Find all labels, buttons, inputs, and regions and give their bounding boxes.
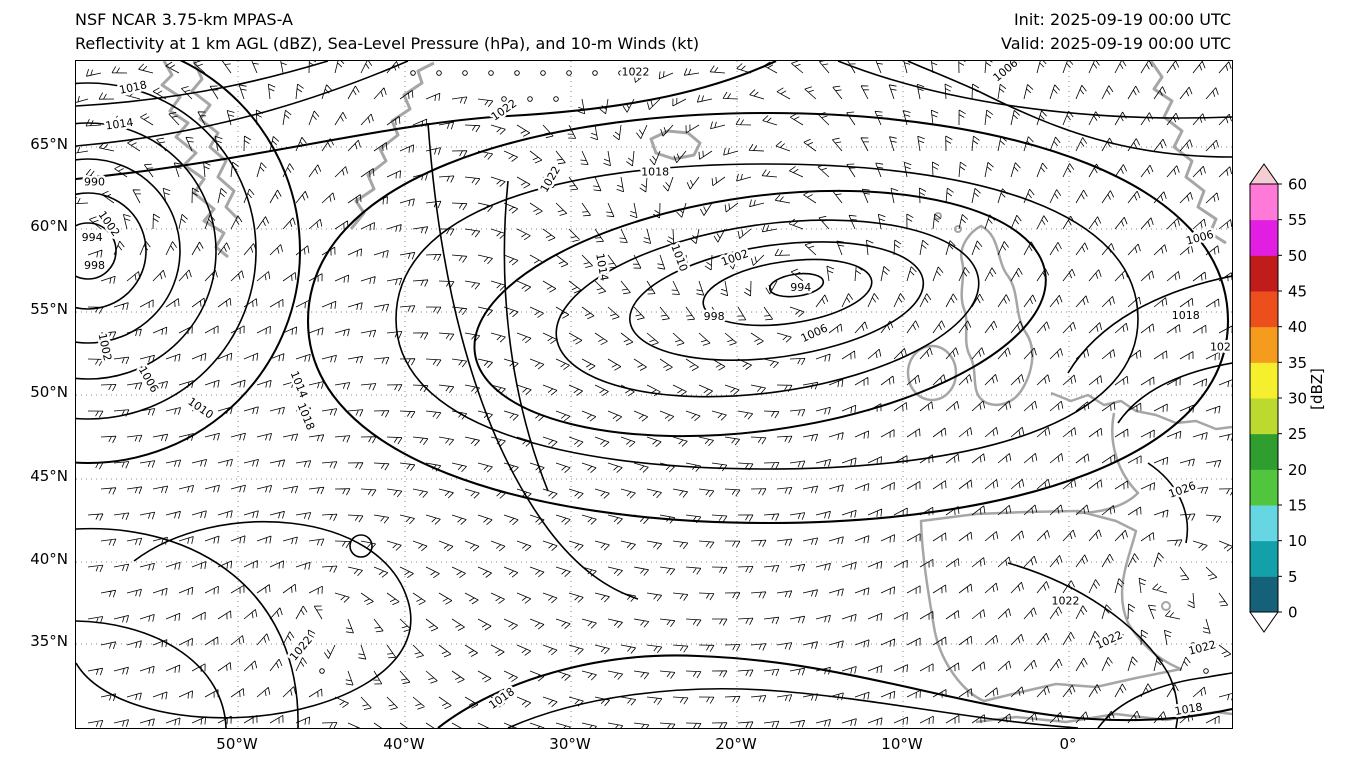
norway-coast (1149, 61, 1227, 245)
isobar-label: 998 (704, 310, 725, 323)
isobar-label: 1010 (185, 395, 215, 422)
x-axis-tick-label: 50°W (216, 735, 258, 753)
isobar-label: 1022 (622, 66, 650, 79)
iberia-coast (919, 509, 1183, 703)
y-axis-tick-label: 45°N (30, 467, 68, 485)
ireland-coast (906, 344, 958, 402)
colorbar-tick-label: 10 (1288, 532, 1307, 550)
y-axis-tick-label: 55°N (30, 300, 68, 318)
colorbar-segment (1250, 184, 1278, 221)
colorbar-scale: 0 5 10 15 20 25 30 35 40 45 50 55 60 (1249, 163, 1307, 633)
colorbar: 0 5 10 15 20 25 30 35 40 45 50 55 60 (1244, 160, 1349, 640)
y-axis-tick-label: 35°N (30, 632, 68, 650)
colorbar-segment (1250, 398, 1278, 435)
isobar-label: 1026 (1167, 479, 1198, 501)
colorbar-tick-label: 25 (1288, 425, 1307, 443)
colorbar-over-arrow (1249, 163, 1279, 185)
island-speck (934, 212, 942, 220)
isobar-contours (76, 61, 1232, 728)
isobar-label: 1002 (720, 247, 751, 269)
page-subtitle: Reflectivity at 1 km AGL (dBZ), Sea-Leve… (75, 34, 700, 53)
colorbar-tick-label: 35 (1288, 354, 1307, 372)
isobar-label: 1022 (1094, 628, 1125, 652)
isobar-label: 1018 (295, 401, 318, 432)
isobar-label: 1018 (641, 166, 669, 179)
isobar-label: 1018 (487, 685, 517, 712)
colorbar-segment (1250, 576, 1278, 613)
great-britain-coast (960, 224, 1034, 407)
isobar-label: 1006 (1185, 228, 1215, 248)
colorbar-under-arrow (1249, 611, 1279, 633)
colorbar-tick-label: 45 (1288, 283, 1307, 301)
colorbar-segment (1250, 362, 1278, 399)
greenland-east-coast (349, 61, 435, 230)
x-axis-tick-label: 0° (1059, 735, 1077, 753)
isobar-label: 1022 (538, 164, 563, 195)
colorbar-segment (1250, 540, 1278, 577)
colorbar-segment (1250, 255, 1278, 292)
island-speck (1161, 601, 1171, 611)
colorbar-segment (1250, 469, 1278, 506)
isobar-label: 1022 (489, 97, 519, 124)
colorbar-tick-label: 20 (1288, 461, 1307, 479)
wind-barbs (76, 61, 1232, 728)
isobar-label: 1002 (96, 332, 115, 362)
x-axis-tick-label: 30°W (549, 735, 591, 753)
isobar-label: 1018 (118, 78, 148, 97)
map-canvas: 1018101499010029949981002100610101014101… (76, 61, 1232, 728)
isobar-label: 102 (1210, 340, 1231, 353)
isobar-label: 1006 (136, 364, 161, 395)
calm-wind-circles (319, 70, 1209, 674)
biscay-coast (1075, 412, 1140, 515)
page-title: NSF NCAR 3.75-km MPAS-A (75, 10, 293, 29)
isobar-label: 1014 (288, 369, 311, 400)
isobar-label: 1014 (593, 252, 611, 282)
wind-barb-strokes (76, 61, 1232, 728)
colorbar-tick-label: 0 (1288, 604, 1298, 622)
colorbar-unit-label: [dBZ] (1307, 368, 1326, 410)
lat-lon-gridlines (76, 61, 1232, 728)
x-axis-tick-label: 40°W (383, 735, 425, 753)
colorbar-tick-label: 30 (1288, 390, 1307, 408)
x-axis-tick-label: 20°W (715, 735, 757, 753)
x-axis-tick-label: 10°W (881, 735, 923, 753)
colorbar-segment (1250, 326, 1278, 363)
colorbar-tick-label: 40 (1288, 318, 1307, 336)
isobar-label: 994 (82, 231, 103, 244)
isobar-label: 1022 (1052, 595, 1080, 608)
y-axis-tick-label: 60°N (30, 217, 68, 235)
isobar-label: 1006 (991, 61, 1021, 84)
isobar-label: 998 (84, 259, 105, 272)
isobar-label: 1022 (287, 633, 315, 663)
isobar-label: 1018 (1172, 309, 1200, 322)
isobar-label: 1022 (1187, 638, 1217, 658)
y-axis-tick-label: 50°N (30, 383, 68, 401)
colorbar-segment (1250, 219, 1278, 256)
colorbar-segment (1250, 505, 1278, 542)
coastlines (160, 61, 1232, 724)
isobar-label: 994 (790, 281, 811, 294)
valid-time-label: Valid: 2025-09-19 00:00 UTC (1000, 34, 1231, 53)
colorbar-tick-label: 5 (1288, 568, 1298, 586)
colorbar-tick-label: 60 (1288, 176, 1307, 194)
colorbar-tick-label: 55 (1288, 211, 1307, 229)
isobar-label: 1010 (668, 243, 690, 274)
y-axis-tick-label: 40°N (30, 550, 68, 568)
colorbar-tick-label: 50 (1288, 247, 1307, 265)
colorbar-segment (1250, 433, 1278, 470)
colorbar-tick-label: 15 (1288, 497, 1307, 515)
france-channel-coast (1050, 391, 1232, 431)
map-plot: 1018 1014 990 1002 994 998 1002 1006 1010 1014 101… (75, 60, 1233, 729)
isobar-label: 1006 (799, 321, 830, 345)
colorbar-segment (1250, 291, 1278, 328)
left-low-contours (76, 61, 301, 464)
y-axis-tick-label: 65°N (30, 135, 68, 153)
island-speck (954, 225, 962, 233)
central-low-contours (473, 189, 1047, 438)
init-time-label: Init: 2025-09-19 00:00 UTC (1013, 10, 1231, 29)
isobar-label: 990 (84, 176, 105, 189)
